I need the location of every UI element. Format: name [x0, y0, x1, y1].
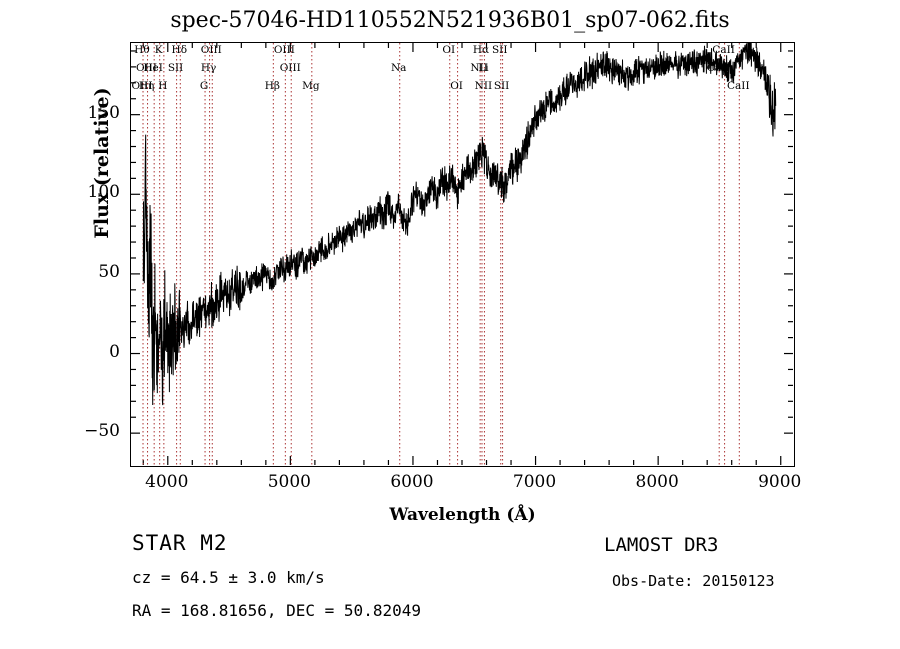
- line-label: Hγ: [200, 62, 217, 74]
- y-tick-label: 100: [87, 182, 120, 203]
- line-label: CaII: [706, 62, 730, 74]
- line-label: H: [158, 80, 168, 92]
- line-label: K: [154, 44, 163, 56]
- y-tick-label: 150: [87, 102, 120, 123]
- line-label: OIII: [273, 44, 295, 56]
- line-label: OIII: [200, 44, 222, 56]
- line-label: OIII: [279, 62, 301, 74]
- page-title: spec-57046-HD110552N521936B01_sp07-062.f…: [170, 8, 730, 33]
- y-tick-label: 50: [98, 261, 120, 282]
- line-label: Hθ: [134, 44, 150, 56]
- line-label: Na: [390, 62, 407, 74]
- line-label: NII: [470, 62, 488, 74]
- line-label: Hβ: [264, 80, 280, 92]
- x-tick-label: 6000: [390, 472, 434, 492]
- line-label: Hη: [138, 80, 155, 92]
- line-label: NII: [474, 80, 493, 92]
- coordinates: RA = 168.81656, DEC = 50.82049: [132, 601, 421, 620]
- x-tick-label: 9000: [758, 472, 802, 492]
- line-label: SII: [493, 80, 510, 92]
- line-label: SII: [491, 44, 508, 56]
- obs-date: Obs-Date: 20150123: [612, 572, 775, 590]
- redshift-velocity: cz = 64.5 ± 3.0 km/s: [132, 568, 325, 587]
- y-axis-label: Flux (relative): [91, 87, 113, 239]
- x-axis-label: Wavelength (Å): [389, 505, 536, 525]
- emission-line-markers: [142, 43, 740, 465]
- object-type: STAR M2: [132, 531, 228, 555]
- line-label: OIII: [131, 80, 153, 92]
- x-tick-label: 4000: [145, 472, 189, 492]
- line-label: Mg: [302, 80, 320, 92]
- line-label: OIII: [136, 62, 158, 74]
- line-label: SII: [167, 62, 184, 74]
- axis-ticks: [131, 43, 793, 465]
- y-tick-label: −50: [84, 421, 120, 442]
- x-tick-label: 8000: [635, 472, 679, 492]
- x-tick-label: 7000: [512, 472, 557, 492]
- spectrum-svg: [131, 43, 793, 465]
- line-label: CaII: [712, 44, 735, 56]
- line-label: OI: [442, 44, 456, 56]
- x-tick-label: 5000: [267, 472, 311, 492]
- y-tick-label: 0: [109, 341, 120, 362]
- line-label: CaII: [727, 80, 750, 92]
- line-label: HeI: [143, 62, 163, 74]
- line-label: Hδ: [171, 44, 188, 56]
- line-label: Li: [478, 62, 489, 74]
- line-label: G: [199, 80, 209, 92]
- spectrum-trace: [142, 43, 777, 406]
- line-label: OI: [450, 80, 463, 92]
- line-label: Hα: [472, 44, 490, 56]
- survey-name: LAMOST DR3: [604, 534, 719, 556]
- plot-area: [130, 42, 795, 467]
